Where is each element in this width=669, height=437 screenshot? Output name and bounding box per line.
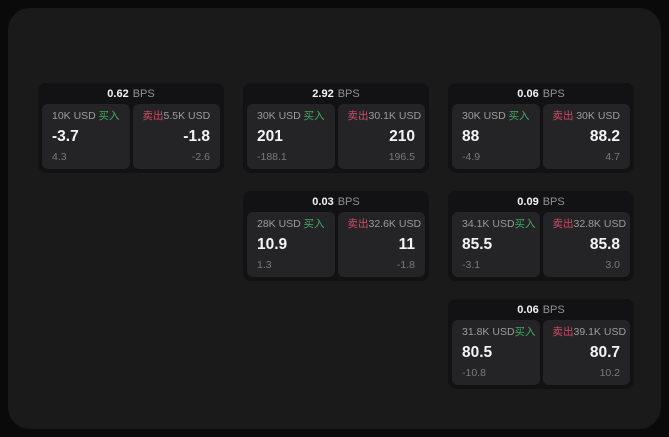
- bps-unit: BPS: [542, 87, 565, 100]
- spread-value: 0.06: [517, 87, 539, 100]
- sell-size-label: 32.8K USD: [573, 218, 627, 230]
- spread-header: 0.06 BPS: [448, 299, 634, 320]
- sell-size-label: 30.1K USD: [368, 110, 422, 122]
- buy-size-label: 28K USD: [257, 218, 301, 230]
- sell-size-label: 5.5K USD: [163, 110, 211, 122]
- spread-header: 0.62 BPS: [38, 83, 224, 104]
- buy-quote-panel[interactable]: 10K USD 买入 -3.7 4.3: [42, 104, 130, 169]
- sell-side-label: 卖出: [552, 326, 574, 338]
- bps-unit: BPS: [542, 303, 565, 316]
- buy-delta: 4.3: [52, 151, 67, 164]
- buy-price: 88: [462, 128, 480, 146]
- sell-delta: 196.5: [388, 151, 415, 164]
- buy-side-label: 买入: [303, 218, 325, 230]
- bps-unit: BPS: [337, 87, 360, 100]
- sell-side-label: 卖出: [552, 218, 574, 230]
- sell-quote-panel[interactable]: 卖出 39.1K USD 80.7 10.2: [542, 320, 630, 385]
- spread-value: 0.03: [312, 195, 334, 208]
- quote-card: 0.03 BPS 28K USD 买入 10.9 1.3 卖出 32.6K US…: [243, 191, 429, 281]
- quote-card: 0.09 BPS 34.1K USD 买入 85.5 -3.1 卖出 32.8K…: [448, 191, 634, 281]
- buy-quote-panel[interactable]: 31.8K USD 买入 80.5 -10.8: [452, 320, 540, 385]
- sell-delta: 4.7: [605, 151, 620, 164]
- buy-side-label: 买入: [303, 110, 325, 122]
- buy-delta: 1.3: [257, 259, 272, 272]
- buy-size-label: 30K USD: [257, 110, 301, 122]
- spread-header: 2.92 BPS: [243, 83, 429, 104]
- buy-side-label: 买入: [514, 326, 536, 338]
- bps-unit: BPS: [337, 195, 360, 208]
- buy-delta: -188.1: [257, 151, 287, 164]
- sell-delta: -1.8: [396, 259, 415, 272]
- buy-size-label: 30K USD: [462, 110, 506, 122]
- buy-delta: -3.1: [462, 259, 481, 272]
- buy-price: 85.5: [462, 236, 493, 254]
- spread-value: 0.09: [517, 195, 539, 208]
- quote-card: 2.92 BPS 30K USD 买入 201 -188.1 卖出 30.1K …: [243, 83, 429, 173]
- buy-delta: -10.8: [462, 367, 486, 380]
- sell-side-label: 卖出: [347, 110, 369, 122]
- buy-side-label: 买入: [508, 110, 530, 122]
- sell-price: 85.8: [589, 236, 620, 254]
- buy-price: -3.7: [52, 128, 79, 146]
- sell-price: 88.2: [589, 128, 620, 146]
- sell-quote-panel[interactable]: 卖出 32.8K USD 85.8 3.0: [542, 212, 630, 277]
- sell-delta: 3.0: [605, 259, 620, 272]
- buy-side-label: 买入: [514, 218, 536, 230]
- sell-size-label: 30K USD: [576, 110, 620, 122]
- spread-header: 0.06 BPS: [448, 83, 634, 104]
- buy-size-label: 31.8K USD: [462, 326, 515, 338]
- spread-header: 0.03 BPS: [243, 191, 429, 212]
- buy-price: 80.5: [462, 344, 493, 362]
- quotes-board: 0.62 BPS 10K USD 买入 -3.7 4.3 卖出 5.5K USD: [38, 83, 634, 389]
- sell-side-label: 卖出: [347, 218, 369, 230]
- spread-value: 0.06: [517, 303, 539, 316]
- buy-size-label: 10K USD: [52, 110, 96, 122]
- sell-size-label: 39.1K USD: [573, 326, 627, 338]
- buy-quote-panel[interactable]: 34.1K USD 买入 85.5 -3.1: [452, 212, 540, 277]
- buy-price: 10.9: [257, 236, 288, 254]
- sell-price: -1.8: [183, 128, 210, 146]
- sell-price: 210: [389, 128, 415, 146]
- buy-size-label: 34.1K USD: [462, 218, 515, 230]
- sell-size-label: 32.6K USD: [368, 218, 422, 230]
- sell-quote-panel[interactable]: 卖出 30K USD 88.2 4.7: [542, 104, 630, 169]
- sell-delta: -2.6: [191, 151, 210, 164]
- sell-price: 11: [398, 236, 415, 254]
- quotes-panel: 0.62 BPS 10K USD 买入 -3.7 4.3 卖出 5.5K USD: [8, 8, 661, 429]
- sell-quote-panel[interactable]: 卖出 30.1K USD 210 196.5: [337, 104, 425, 169]
- buy-price: 201: [257, 128, 283, 146]
- bps-unit: BPS: [132, 87, 155, 100]
- buy-quote-panel[interactable]: 28K USD 买入 10.9 1.3: [247, 212, 335, 277]
- sell-side-label: 卖出: [552, 110, 574, 122]
- buy-side-label: 买入: [98, 110, 120, 122]
- spread-value: 2.92: [312, 87, 334, 100]
- sell-delta: 10.2: [599, 367, 620, 380]
- spread-value: 0.62: [107, 87, 129, 100]
- buy-delta: -4.9: [462, 151, 481, 164]
- bps-unit: BPS: [542, 195, 565, 208]
- buy-quote-panel[interactable]: 30K USD 买入 88 -4.9: [452, 104, 540, 169]
- sell-quote-panel[interactable]: 卖出 5.5K USD -1.8 -2.6: [132, 104, 220, 169]
- quote-card: 0.06 BPS 30K USD 买入 88 -4.9 卖出 30K USD: [448, 83, 634, 173]
- sell-side-label: 卖出: [142, 110, 164, 122]
- spread-header: 0.09 BPS: [448, 191, 634, 212]
- sell-quote-panel[interactable]: 卖出 32.6K USD 11 -1.8: [337, 212, 425, 277]
- quote-card: 0.06 BPS 31.8K USD 买入 80.5 -10.8 卖出 39.1…: [448, 299, 634, 389]
- buy-quote-panel[interactable]: 30K USD 买入 201 -188.1: [247, 104, 335, 169]
- sell-price: 80.7: [589, 344, 620, 362]
- quote-card: 0.62 BPS 10K USD 买入 -3.7 4.3 卖出 5.5K USD: [38, 83, 224, 173]
